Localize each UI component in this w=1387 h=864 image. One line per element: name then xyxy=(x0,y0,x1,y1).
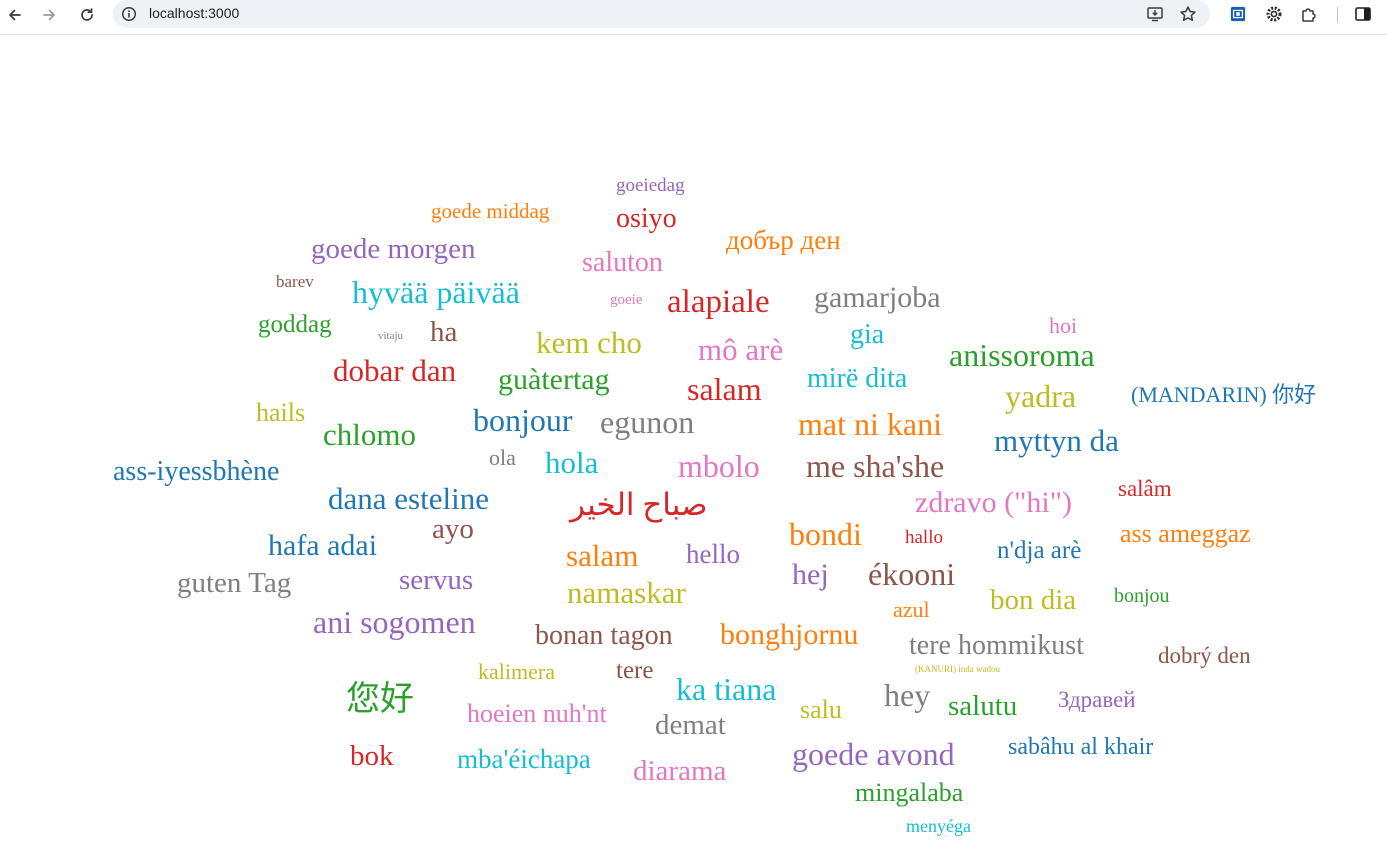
extension-blue-icon[interactable] xyxy=(1228,4,1248,24)
cloud-word: ani sogomen xyxy=(313,604,476,640)
info-icon[interactable] xyxy=(121,6,137,22)
cloud-word: ass ameggaz xyxy=(1120,519,1251,548)
cloud-word: hey xyxy=(884,677,931,713)
cloud-word: hails xyxy=(256,398,306,427)
cloud-word: tere xyxy=(616,657,654,684)
cloud-word: ha xyxy=(430,316,458,348)
back-arrow-icon[interactable] xyxy=(3,3,27,27)
cloud-word: mbolo xyxy=(678,448,760,484)
cloud-word: ola xyxy=(489,445,516,470)
cloud-word: demat xyxy=(655,709,726,741)
cloud-word: صباح الخير xyxy=(570,487,708,522)
cloud-word: servus xyxy=(399,564,474,596)
cloud-word: salam xyxy=(566,538,639,573)
cloud-word: kalimera xyxy=(478,659,555,684)
cloud-word: goede middag xyxy=(431,199,550,223)
cloud-word: goeie xyxy=(610,292,643,308)
cloud-word: 您好 xyxy=(346,681,414,718)
cloud-word: salu xyxy=(800,695,842,724)
cloud-word: dana esteline xyxy=(328,481,489,516)
cloud-word: salutu xyxy=(948,690,1018,722)
install-app-icon[interactable] xyxy=(1145,4,1165,24)
star-icon[interactable] xyxy=(1178,4,1198,24)
cloud-word: mô arè xyxy=(698,332,784,367)
cloud-word: guten Tag xyxy=(177,567,292,599)
cloud-word: kem cho xyxy=(536,325,642,360)
cloud-word: ass-iyessbhène xyxy=(113,456,280,487)
cloud-word: bonan tagon xyxy=(535,620,673,651)
cloud-word: ayo xyxy=(432,513,474,545)
cloud-word: osiyo xyxy=(616,203,677,234)
cloud-word: hoi xyxy=(1049,313,1078,338)
cloud-word: diarama xyxy=(633,755,727,787)
cloud-word: sabâhu al khair xyxy=(1008,734,1154,760)
cloud-word: ka tiana xyxy=(676,671,777,707)
cloud-word: hafa adai xyxy=(268,529,378,562)
cloud-word: me sha'she xyxy=(806,448,945,484)
reload-icon[interactable] xyxy=(75,3,99,27)
cloud-word: mat ni kani xyxy=(798,406,942,442)
cloud-word: bonjou xyxy=(1114,585,1170,607)
cloud-word: hallo xyxy=(905,527,943,548)
cloud-word: yadra xyxy=(1005,378,1077,414)
cloud-word: goede morgen xyxy=(311,233,476,265)
cloud-word: ékooni xyxy=(868,556,956,592)
cloud-word: bonjour xyxy=(473,402,573,438)
cloud-word: hej xyxy=(792,558,829,591)
cloud-word: namaskar xyxy=(567,575,686,610)
cloud-word: dobar dan xyxy=(333,353,457,388)
side-panel-icon[interactable] xyxy=(1353,4,1373,24)
cloud-word: (KANURI) inda wadou xyxy=(915,664,1000,674)
url-text[interactable]: localhost:3000 xyxy=(149,5,240,21)
cloud-word: azul xyxy=(893,597,930,622)
cloud-word: salam xyxy=(687,371,762,407)
cloud-word: alapiale xyxy=(667,284,770,320)
puzzle-icon[interactable] xyxy=(1299,4,1319,24)
cloud-word: menyéga xyxy=(906,816,971,836)
cloud-word: bon dia xyxy=(990,584,1077,616)
cloud-word: goeiedag xyxy=(616,175,685,196)
cloud-word: goddag xyxy=(258,311,332,338)
cloud-word: hola xyxy=(545,445,599,480)
cloud-word: goede avond xyxy=(792,736,955,772)
cloud-word: hoeien nuh'nt xyxy=(467,699,607,728)
gear-icon[interactable] xyxy=(1264,4,1284,24)
cloud-word: bok xyxy=(350,740,394,772)
cloud-word: mba'éichapa xyxy=(457,744,591,774)
cloud-word: добър ден xyxy=(726,225,841,255)
cloud-word: (MANDARIN) 你好 xyxy=(1131,382,1317,407)
cloud-word: n'dja arè xyxy=(997,537,1082,564)
forward-arrow-icon[interactable] xyxy=(37,3,61,27)
cloud-word: tere hommikust xyxy=(909,630,1084,661)
toolbar-divider xyxy=(1337,7,1338,23)
browser-toolbar: localhost:3000 xyxy=(0,0,1387,35)
cloud-word: barev xyxy=(276,272,314,291)
cloud-word: myttyn da xyxy=(994,423,1119,458)
cloud-word: gamarjoba xyxy=(814,281,941,314)
cloud-word: saluton xyxy=(582,247,663,278)
address-bar[interactable]: localhost:3000 xyxy=(113,0,1210,28)
cloud-word: vitaju xyxy=(378,330,404,342)
cloud-word: hyvää päivää xyxy=(352,274,520,310)
cloud-word: hello xyxy=(686,539,740,569)
cloud-word: Здравей xyxy=(1058,687,1136,712)
cloud-word: dobrý den xyxy=(1158,643,1251,668)
cloud-word: bondi xyxy=(789,516,862,552)
cloud-word: salâm xyxy=(1118,476,1172,501)
cloud-word: guàtertag xyxy=(498,363,610,396)
cloud-word: mingalaba xyxy=(855,778,964,807)
cloud-word: egunon xyxy=(600,404,695,440)
cloud-word: bonghjornu xyxy=(720,618,859,651)
cloud-word: chlomo xyxy=(323,417,416,452)
cloud-word: mirë dita xyxy=(807,363,908,394)
cloud-word: anissoroma xyxy=(949,337,1095,373)
word-cloud: goeiedag goede middag osiyo добър ден goede … xyxy=(0,35,1387,864)
cloud-word: gia xyxy=(850,319,885,350)
cloud-word: zdravo ("hi") xyxy=(915,486,1072,519)
